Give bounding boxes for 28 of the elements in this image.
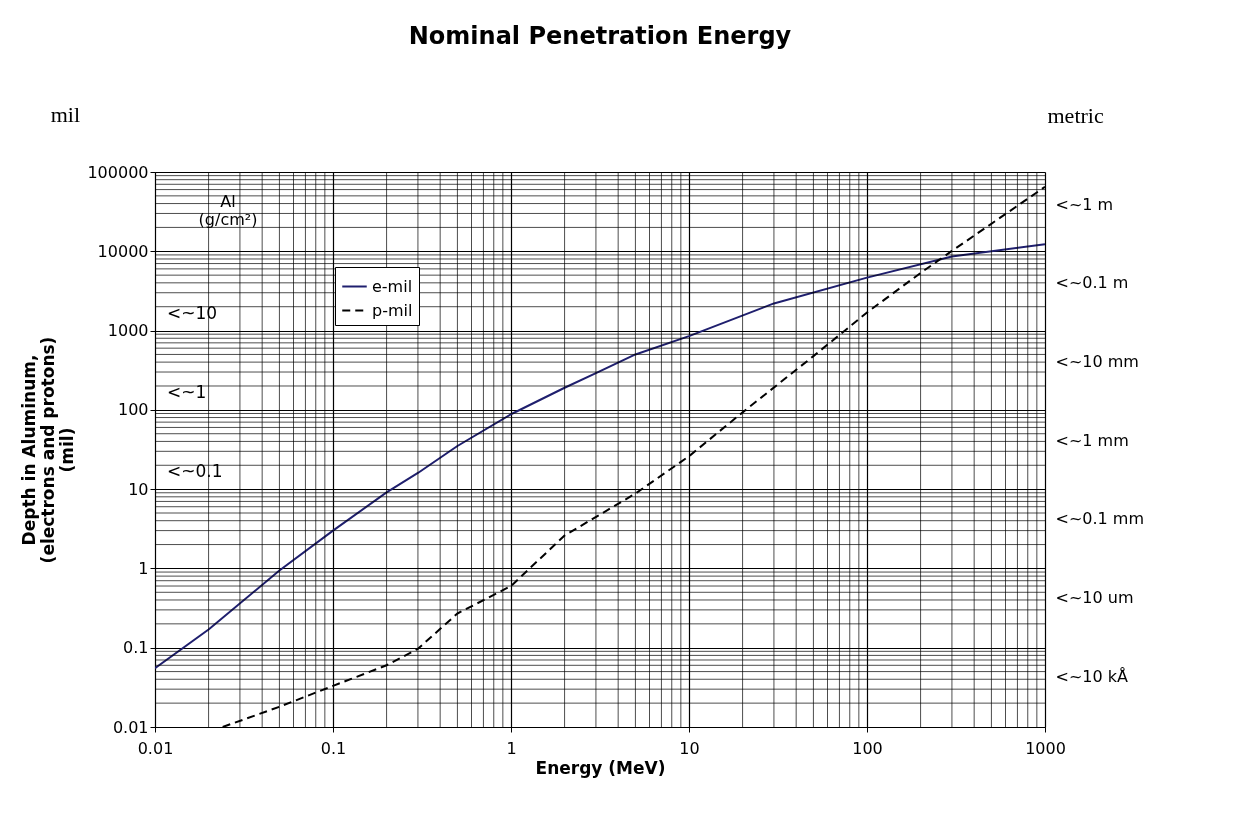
text: mil xyxy=(50,102,80,127)
y-axis-title: Depth in Aluminum, (electrons and protons) (mil) xyxy=(19,336,78,564)
legend-label: e-mil xyxy=(372,276,413,296)
annotation: <~1 xyxy=(167,382,207,402)
y-tick-label: 10 xyxy=(128,479,149,499)
x-tick-label: 100 xyxy=(852,738,883,758)
x-tick-label: 1000 xyxy=(1025,738,1066,758)
category-label: <~10 um xyxy=(1055,588,1134,607)
y2-axis-title: metric xyxy=(1047,102,1104,128)
x-tick-label: 10 xyxy=(679,738,700,758)
category-label: <~0.1 mm xyxy=(1055,509,1145,529)
y-tick-label: 1000 xyxy=(107,321,149,341)
chart-title: Nominal Penetration Energy xyxy=(408,22,792,50)
category-label: <~1 mm xyxy=(1055,430,1129,450)
category-label: <~10 mm xyxy=(1055,351,1139,371)
y-tick-label: 100 xyxy=(117,400,149,420)
category-label: <~0.1 m xyxy=(1055,273,1129,293)
x-tick-label: 1 xyxy=(506,738,517,758)
x-tick-label: 0.1 xyxy=(320,738,347,758)
y-tick-label: 0.01 xyxy=(112,717,149,737)
y-tick-label: 100000 xyxy=(87,162,149,182)
legend-label: p-mil xyxy=(372,300,413,320)
category-label: <~1 m xyxy=(1055,194,1114,214)
category-label: <~10 kÅ xyxy=(1055,666,1128,686)
y-tick-label: 0.1 xyxy=(123,638,149,658)
y-tick-label: 10000 xyxy=(97,241,149,261)
x-axis-title: Energy (MeV) xyxy=(535,757,666,778)
y-tick-label: 1 xyxy=(138,558,149,578)
